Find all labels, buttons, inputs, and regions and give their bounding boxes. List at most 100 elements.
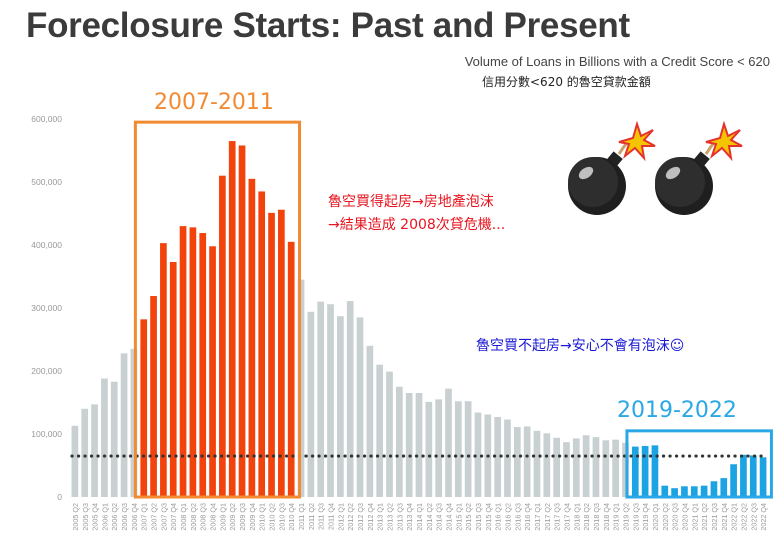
x-tick-label: 2016 Q3 [513, 503, 522, 531]
x-tick-label: 2012 Q1 [336, 503, 345, 531]
bar [464, 401, 472, 497]
x-tick-label: 2017 Q3 [553, 503, 562, 531]
bar [681, 486, 688, 497]
x-tick-label: 2014 Q2 [425, 503, 434, 531]
bar [219, 175, 226, 497]
x-tick-label: 2009 Q3 [238, 503, 247, 531]
x-tick-label: 2014 Q4 [444, 503, 453, 531]
x-tick-label: 2019 Q1 [612, 503, 621, 531]
bar [523, 426, 531, 497]
x-tick-label: 2015 Q4 [484, 503, 493, 531]
bar [101, 378, 108, 497]
x-tick-label: 2022 Q3 [749, 503, 758, 531]
bomb-icon [568, 120, 656, 215]
bar [199, 233, 207, 497]
x-tick-label: 2011 Q3 [317, 503, 326, 530]
x-tick-label: 2015 Q1 [454, 503, 463, 531]
bar [120, 353, 128, 497]
bar [189, 227, 197, 498]
x-tick-label: 2009 Q4 [248, 503, 257, 531]
bar [454, 401, 462, 497]
bar [268, 212, 275, 497]
bar [81, 408, 89, 497]
bar [494, 416, 501, 497]
chart-subtitle-chinese: 信用分數<620 的魯空貸款金額 [482, 75, 651, 89]
x-tick-label: 2017 Q1 [533, 503, 542, 531]
x-tick-label: 2010 Q4 [287, 503, 296, 531]
x-tick-label: 2009 Q1 [218, 503, 227, 531]
bar [533, 430, 541, 497]
period-box-2019-2022 [625, 429, 773, 499]
x-tick-label: 2012 Q2 [346, 503, 355, 531]
x-tick-label: 2018 Q1 [572, 503, 581, 531]
x-tick-label: 2019 Q3 [631, 503, 640, 531]
x-tick-label: 2016 Q2 [503, 503, 512, 531]
bar [327, 304, 334, 497]
x-tick-label: 2016 Q4 [523, 503, 532, 531]
x-tick-label: 2008 Q2 [189, 503, 198, 531]
bar [474, 412, 482, 497]
bar [317, 301, 325, 497]
bar [169, 262, 177, 497]
chart-subtitle: Volume of Loans in Billions with a Credi… [464, 54, 770, 69]
x-tick-label: 2017 Q2 [543, 503, 552, 531]
x-tick-label: 2012 Q4 [366, 503, 375, 531]
x-tick-label: 2008 Q3 [199, 503, 208, 531]
x-tick-label: 2018 Q2 [582, 503, 591, 531]
x-tick-label: 2010 Q1 [258, 503, 267, 531]
x-tick-label: 2021 Q4 [720, 503, 729, 531]
bar [445, 388, 452, 497]
x-tick-label: 2019 Q4 [641, 503, 650, 531]
bar [228, 141, 236, 498]
bar [396, 386, 403, 497]
bar [140, 319, 148, 497]
y-tick-label: 100,000 [31, 429, 62, 439]
bar [435, 399, 443, 497]
x-tick-label: 2005 Q2 [71, 503, 80, 531]
period-box-2007-2011 [133, 120, 302, 499]
period-label-2007-2011: 2007-2011 [154, 90, 274, 115]
x-tick-label: 2020 Q2 [661, 503, 670, 531]
y-tick-label: 200,000 [31, 366, 62, 376]
bar [258, 191, 266, 497]
annotation-red-line-2: →結果造成 2008次貸危機... [328, 217, 506, 233]
bar [602, 440, 610, 497]
page-title: Foreclosure Starts: Past and Present [26, 6, 630, 45]
x-axis-ticks: 2005 Q2 2005 Q3 2005 Q4 2006 Q1 2006 Q2 2006 … [71, 503, 768, 531]
bar [110, 381, 118, 497]
x-tick-label: 2007 Q2 [150, 503, 159, 531]
bar [513, 427, 521, 497]
bar [749, 455, 757, 497]
x-tick-label: 2006 Q2 [110, 503, 119, 531]
bar [307, 311, 315, 497]
y-tick-label: 0 [57, 492, 62, 502]
bar [740, 454, 747, 497]
bar [287, 241, 295, 497]
x-tick-label: 2011 Q1 [297, 503, 306, 530]
bar [337, 316, 344, 497]
x-tick-label: 2010 Q3 [277, 503, 286, 531]
x-tick-label: 2022 Q4 [759, 503, 768, 531]
x-tick-label: 2021 Q3 [710, 503, 719, 531]
y-tick-label: 600,000 [31, 114, 62, 124]
x-tick-label: 2018 Q3 [592, 503, 601, 531]
x-tick-label: 2021 Q2 [700, 503, 709, 531]
bar [346, 301, 354, 497]
bar [366, 345, 374, 497]
annotation-blue: 魯空買不起房→安心不會有泡沫☺ [476, 338, 685, 354]
bar [700, 485, 708, 497]
x-tick-label: 2014 Q3 [435, 503, 444, 531]
x-tick-label: 2015 Q3 [474, 503, 483, 531]
x-tick-label: 2007 Q4 [169, 503, 178, 531]
bar [91, 404, 98, 497]
bar [759, 457, 767, 497]
bar [160, 243, 167, 497]
bar [572, 438, 580, 497]
bars [71, 141, 767, 498]
bar [248, 178, 256, 497]
x-tick-label: 2013 Q3 [395, 503, 404, 531]
bar [661, 485, 669, 497]
x-tick-label: 2013 Q1 [376, 503, 385, 531]
x-tick-label: 2020 Q3 [671, 503, 680, 531]
